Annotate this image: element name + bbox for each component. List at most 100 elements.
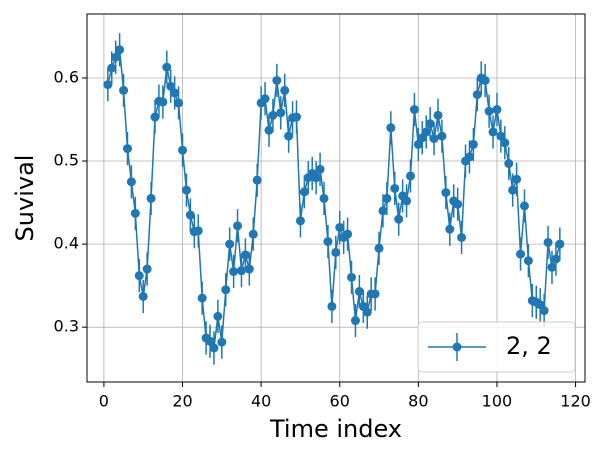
- point: [382, 193, 392, 203]
- point: [409, 105, 419, 115]
- point: [217, 337, 227, 347]
- point: [193, 226, 203, 236]
- point: [547, 262, 557, 272]
- point: [370, 289, 380, 299]
- x-tick-label: 40: [251, 392, 271, 411]
- point: [394, 214, 404, 224]
- point: [413, 139, 423, 149]
- legend-marker: [452, 342, 462, 352]
- point: [433, 110, 443, 120]
- point: [445, 224, 455, 234]
- point: [134, 271, 144, 281]
- point: [480, 75, 490, 85]
- point: [126, 177, 136, 187]
- point: [492, 105, 502, 115]
- point: [284, 131, 294, 141]
- plot-frame: [86, 13, 586, 383]
- point: [484, 106, 494, 116]
- x-tick-label: 120: [560, 392, 591, 411]
- point: [327, 301, 337, 311]
- point: [197, 293, 207, 303]
- point: [390, 183, 400, 193]
- point: [429, 134, 439, 144]
- point: [130, 208, 140, 218]
- point: [421, 127, 431, 137]
- point: [464, 152, 474, 162]
- point: [221, 285, 231, 295]
- point: [272, 75, 282, 85]
- point: [343, 229, 353, 239]
- point: [347, 272, 357, 282]
- point: [280, 85, 290, 95]
- x-tick-label: 20: [172, 392, 192, 411]
- point: [539, 306, 549, 316]
- point: [252, 175, 262, 185]
- point: [468, 139, 478, 149]
- point: [354, 286, 364, 296]
- point: [115, 45, 125, 55]
- point: [362, 307, 372, 317]
- point: [508, 185, 518, 195]
- point: [205, 336, 215, 346]
- point: [319, 193, 329, 203]
- point: [331, 247, 341, 257]
- point: [519, 201, 529, 211]
- point: [162, 62, 172, 72]
- point: [158, 97, 168, 107]
- point: [213, 311, 223, 321]
- legend-label: 2, 2: [506, 332, 552, 360]
- point: [488, 127, 498, 137]
- y-tick-label: 0.3: [54, 317, 79, 336]
- point: [103, 80, 113, 90]
- point: [276, 108, 286, 118]
- point: [350, 316, 360, 326]
- point: [185, 210, 195, 220]
- point: [437, 131, 447, 141]
- point: [555, 239, 565, 249]
- point: [315, 164, 325, 174]
- point: [146, 193, 156, 203]
- point: [504, 159, 514, 169]
- point: [386, 123, 396, 133]
- y-axis-label: Suvival: [11, 155, 39, 242]
- point: [119, 85, 129, 95]
- point: [170, 88, 180, 98]
- point: [150, 112, 160, 122]
- point: [295, 216, 305, 226]
- point: [229, 267, 239, 277]
- point: [260, 94, 270, 104]
- point: [111, 52, 121, 62]
- point: [142, 264, 152, 274]
- x-tick-label: 80: [408, 392, 428, 411]
- point: [523, 256, 533, 266]
- point: [299, 187, 309, 197]
- y-tick-label: 0.5: [54, 151, 79, 170]
- point: [209, 343, 219, 353]
- point: [543, 237, 553, 247]
- point: [264, 125, 274, 135]
- y-tick-label: 0.6: [54, 67, 79, 86]
- point: [335, 222, 345, 232]
- x-tick-label: 0: [99, 392, 109, 411]
- point: [453, 199, 463, 209]
- point: [457, 232, 467, 242]
- y-tick-label: 0.4: [54, 234, 79, 253]
- x-tick-label: 60: [330, 392, 350, 411]
- point: [402, 196, 412, 206]
- point: [405, 171, 415, 181]
- point: [441, 188, 451, 198]
- x-tick-label: 100: [482, 392, 513, 411]
- point: [268, 110, 278, 120]
- point: [291, 112, 301, 122]
- point: [311, 173, 321, 183]
- point: [225, 239, 235, 249]
- point: [240, 250, 250, 260]
- point: [512, 174, 522, 184]
- x-axis-label: Time index: [269, 415, 402, 443]
- point: [378, 206, 388, 216]
- point: [496, 131, 506, 141]
- point: [236, 266, 246, 276]
- point: [138, 291, 148, 301]
- point: [248, 229, 258, 239]
